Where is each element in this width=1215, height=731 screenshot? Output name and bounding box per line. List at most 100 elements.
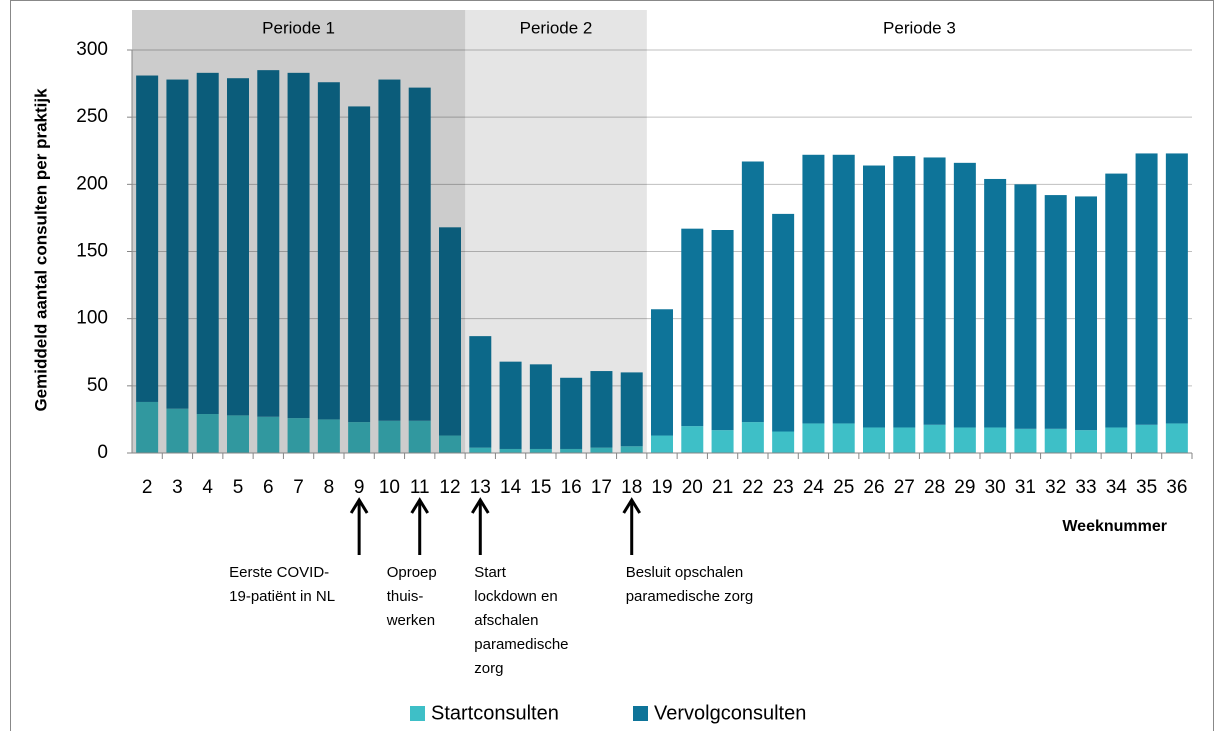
bar-segment (711, 230, 734, 431)
x-tick-label: 7 (293, 477, 304, 498)
y-tick-label: 0 (97, 442, 108, 463)
bar-segment (166, 408, 189, 453)
x-tick-label: 17 (591, 477, 612, 498)
bar-segment (802, 154, 825, 424)
bar-segment (953, 427, 976, 453)
period-label: Periode 2 (520, 18, 593, 37)
bar-segment (378, 420, 401, 453)
bar-segment (1014, 184, 1037, 429)
x-tick-label: 24 (803, 477, 825, 498)
bar-segment (378, 79, 401, 421)
arrow-head (622, 497, 641, 514)
annotation-text: werken (386, 612, 435, 629)
bar-segment (620, 372, 643, 447)
x-tick-label: 31 (1015, 477, 1036, 498)
x-tick-label: 25 (833, 477, 854, 498)
legend-label: Vervolgconsulten (654, 702, 806, 724)
bar-segment (832, 154, 855, 424)
period-label: Periode 1 (262, 18, 335, 37)
bar-segment (439, 435, 461, 453)
bar-segment (136, 401, 159, 453)
x-tick-label: 36 (1166, 477, 1187, 498)
bar-segment (317, 82, 340, 420)
bar-segment (590, 371, 613, 448)
annotation-text: zorg (474, 660, 503, 677)
bar-segment (136, 75, 159, 402)
bar-segment (227, 415, 249, 453)
x-tick-label: 28 (924, 477, 945, 498)
x-tick-label: 27 (894, 477, 915, 498)
bar-segment (772, 213, 795, 432)
bar-segment (469, 336, 492, 448)
x-tick-label: 23 (773, 477, 794, 498)
legend-label: Startconsulten (431, 702, 559, 724)
bar-segment (1135, 424, 1158, 453)
bar-segment (863, 165, 885, 428)
bar-segment (529, 448, 552, 453)
annotation-text: paramedische (474, 636, 568, 653)
bar-segment (711, 430, 734, 453)
x-tick-label: 3 (172, 477, 183, 498)
bar-segment (1105, 173, 1128, 428)
bar-segment (408, 87, 431, 421)
annotation-text: thuis- (387, 588, 424, 605)
annotation-text: afschalen (474, 612, 538, 629)
bar-segment (802, 423, 825, 453)
x-tick-label: 22 (742, 477, 763, 498)
annotation-text: Besluit opschalen (626, 564, 744, 581)
bar-segment (560, 377, 583, 449)
bar-segment (287, 72, 310, 419)
bar-segment (681, 228, 704, 427)
x-tick-label: 29 (954, 477, 975, 498)
bar-segment (560, 448, 583, 453)
bar-segment (1075, 430, 1097, 453)
legend-swatch (633, 706, 648, 721)
x-tick-label: 32 (1045, 477, 1066, 498)
annotation-text: Start (474, 564, 507, 581)
legend-swatch (410, 706, 425, 721)
x-tick-label: 2 (142, 477, 153, 498)
bar-segment (408, 420, 431, 453)
bar-segment (257, 70, 280, 417)
x-tick-label: 30 (985, 477, 1006, 498)
y-tick-label: 100 (76, 308, 108, 329)
x-tick-label: 18 (621, 477, 642, 498)
bar-segment (923, 424, 946, 453)
bar-segment (923, 157, 946, 425)
y-tick-label: 300 (76, 39, 108, 60)
period-shade (465, 10, 647, 453)
y-tick-label: 50 (87, 375, 108, 396)
x-tick-label: 5 (233, 477, 244, 498)
x-tick-label: 6 (263, 477, 274, 498)
frame (10, 0, 1214, 731)
arrow-head (471, 497, 490, 514)
bar-segment (681, 426, 704, 453)
bar-segment (893, 156, 916, 428)
bar-segment (741, 161, 764, 423)
bar-segment (348, 106, 371, 423)
bar-segment (1014, 428, 1037, 453)
x-tick-label: 13 (470, 477, 491, 498)
bar-segment (317, 419, 340, 453)
bar-segment (499, 361, 522, 449)
bar-segment (651, 435, 673, 453)
x-tick-label: 10 (379, 477, 400, 498)
bar-segment (1075, 196, 1097, 431)
bar-segment (1105, 427, 1128, 453)
bar-segment (651, 309, 673, 436)
x-tick-label: 4 (202, 477, 213, 498)
x-axis-label: Weeknummer (1062, 518, 1167, 535)
x-tick-label: 9 (354, 477, 365, 498)
y-axis-label: Gemiddeld aantal consulten per praktijk (31, 88, 50, 412)
bar-segment (1044, 428, 1067, 453)
annotation-text: lockdown en (474, 588, 557, 605)
bar-segment (499, 448, 522, 453)
bar-segment (166, 79, 189, 409)
bar-segment (439, 227, 461, 436)
bar-segment (984, 178, 1007, 428)
bar-segment (1135, 153, 1158, 425)
x-tick-label: 21 (712, 477, 733, 498)
period-label: Periode 3 (883, 18, 956, 37)
bar-segment (741, 422, 764, 453)
